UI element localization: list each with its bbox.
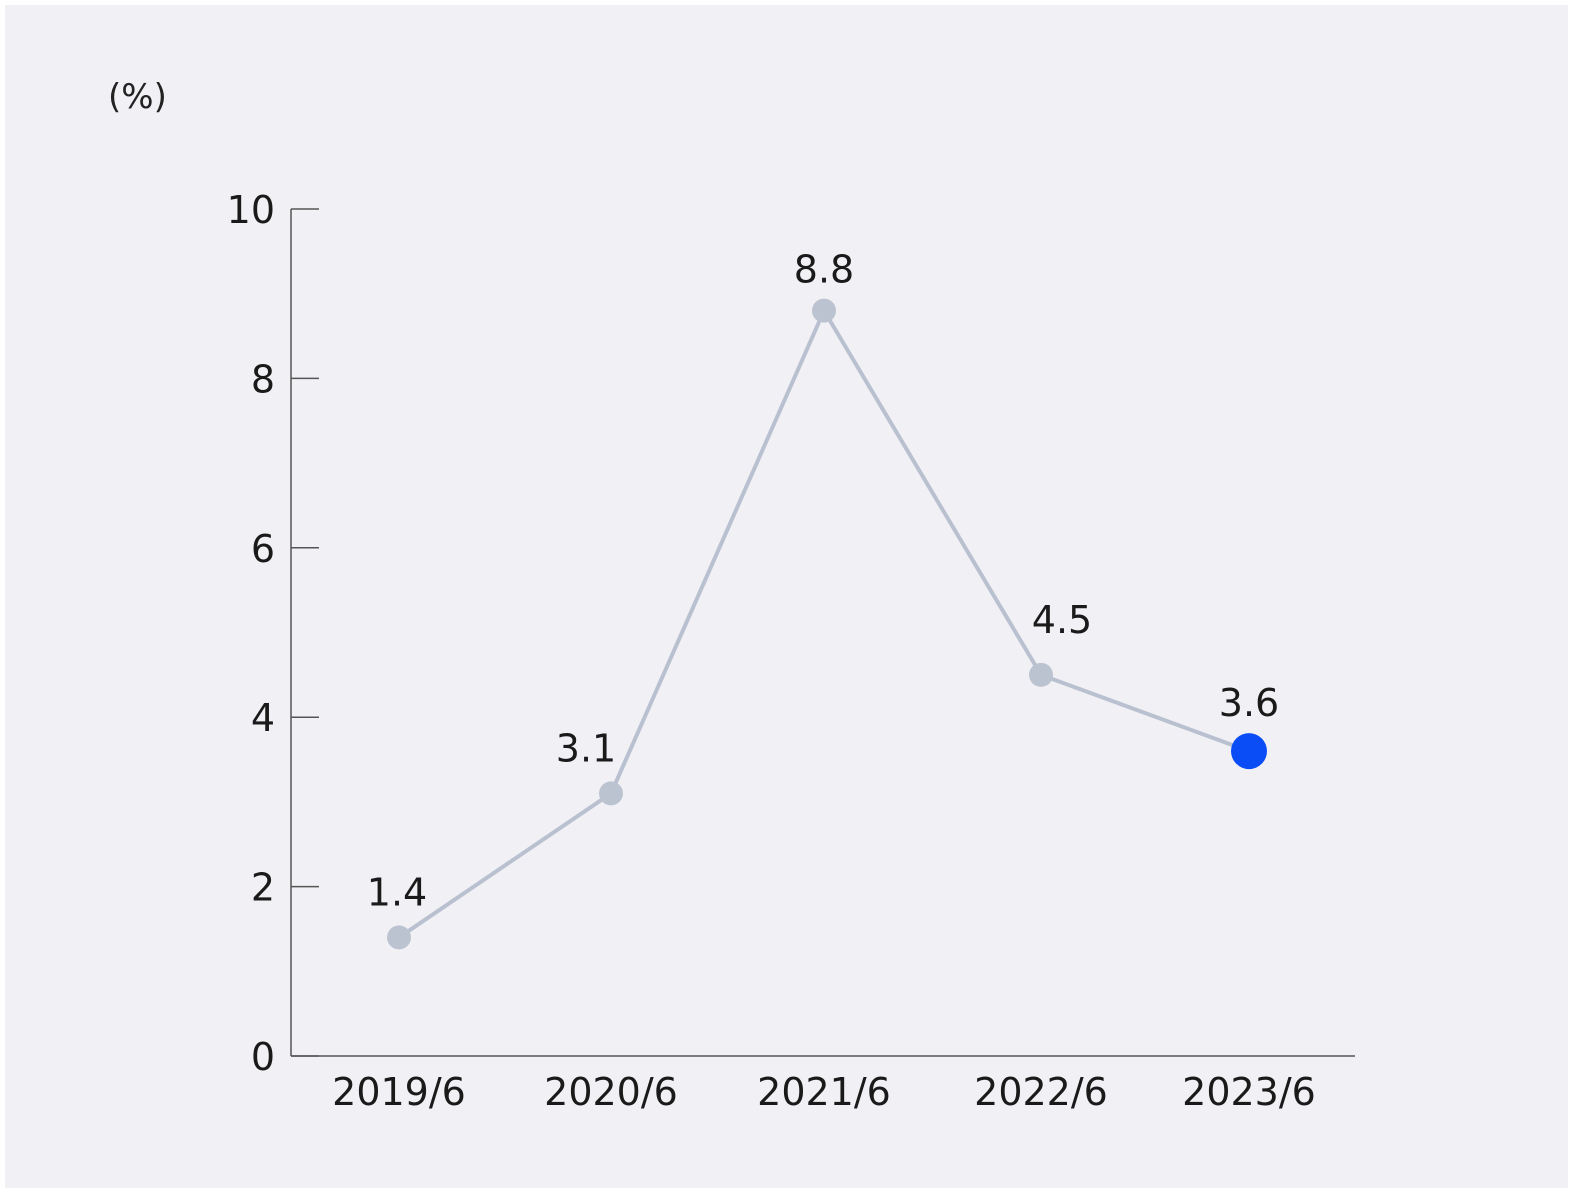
data-value-label: 3.1 bbox=[556, 726, 616, 770]
data-value-label: 3.6 bbox=[1219, 681, 1279, 725]
y-tick-label: 0 bbox=[251, 1035, 275, 1079]
data-labels: 1.4 3.1 8.8 4.5 3.6 bbox=[367, 248, 1279, 915]
data-value-label: 1.4 bbox=[367, 870, 427, 914]
y-tick-label: 2 bbox=[251, 866, 275, 910]
axes: 0 2 4 6 8 10 2019/6 2020/6 2021/6 2022/6 2023/6 bbox=[227, 188, 1355, 1114]
data-point bbox=[812, 298, 836, 323]
y-tick-label: 6 bbox=[251, 527, 275, 571]
data-value-label: 8.8 bbox=[794, 248, 854, 292]
highlight-data-point bbox=[1231, 733, 1267, 770]
data-point bbox=[387, 925, 411, 950]
series-line bbox=[397, 308, 1250, 940]
x-tick-label: 2023/6 bbox=[1182, 1070, 1316, 1114]
data-point bbox=[1029, 662, 1053, 687]
chart-panel: (%) bbox=[5, 5, 1568, 1188]
x-tick-label: 2019/6 bbox=[332, 1070, 466, 1114]
y-axis-unit-label: (%) bbox=[108, 77, 167, 117]
y-tick-label: 8 bbox=[251, 357, 275, 401]
data-value-label: 4.5 bbox=[1032, 598, 1092, 642]
x-tick-label: 2021/6 bbox=[757, 1070, 891, 1114]
x-tick-label: 2022/6 bbox=[974, 1070, 1108, 1114]
y-tick-label: 4 bbox=[251, 696, 275, 740]
data-point bbox=[599, 781, 623, 806]
x-tick-label: 2020/6 bbox=[544, 1070, 678, 1114]
y-tick-label: 10 bbox=[227, 188, 275, 232]
data-points bbox=[387, 298, 1267, 950]
series-polyline bbox=[397, 308, 1250, 940]
